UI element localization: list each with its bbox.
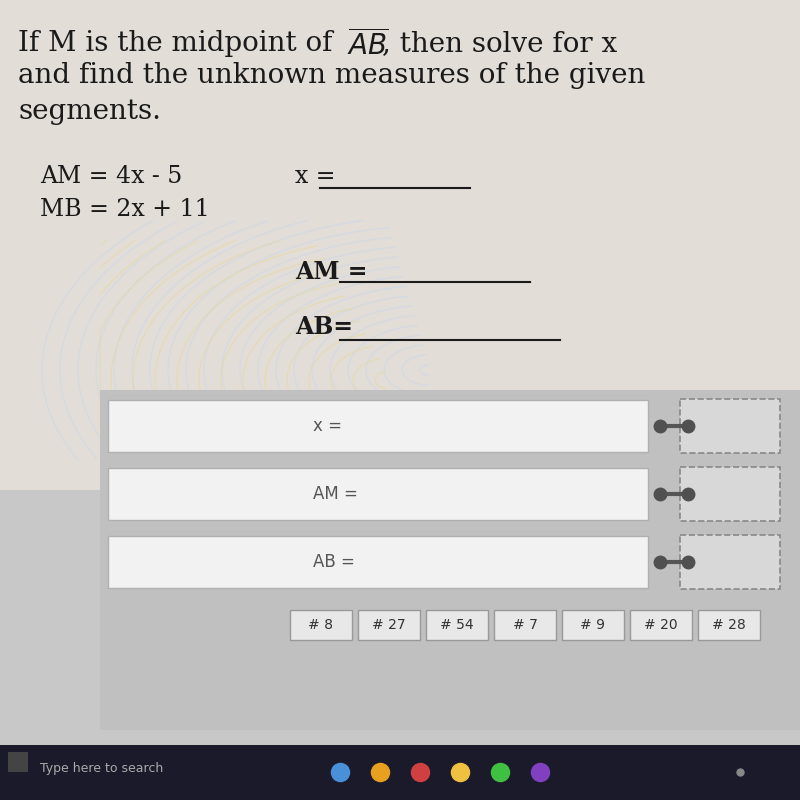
- Bar: [680, 535, 780, 589]
- Text: $\overline{AB}$: $\overline{AB}$: [347, 30, 389, 62]
- Bar: [494, 610, 556, 640]
- Bar: [680, 399, 780, 453]
- Bar: [108, 400, 648, 452]
- Bar: [698, 610, 760, 640]
- Bar: [426, 610, 488, 640]
- Text: AB =: AB =: [314, 553, 355, 571]
- Bar: [562, 610, 624, 640]
- Bar: [630, 610, 692, 640]
- Bar: [108, 536, 648, 588]
- Text: segments.: segments.: [18, 98, 161, 125]
- Text: # 7: # 7: [513, 618, 538, 632]
- Text: If M is the midpoint of: If M is the midpoint of: [18, 30, 342, 57]
- Text: # 27: # 27: [372, 618, 406, 632]
- Text: AM = 4x - 5: AM = 4x - 5: [40, 165, 182, 188]
- Text: Type here to search: Type here to search: [40, 762, 163, 775]
- Text: x =: x =: [314, 417, 342, 435]
- Bar: [8, 752, 28, 772]
- Text: and find the unknown measures of the given: and find the unknown measures of the giv…: [18, 62, 646, 89]
- Bar: [100, 390, 800, 730]
- Text: # 8: # 8: [309, 618, 334, 632]
- Bar: [680, 467, 780, 521]
- Bar: [108, 468, 648, 520]
- Text: AB=: AB=: [295, 315, 353, 339]
- Text: x =: x =: [295, 165, 343, 188]
- Text: # 28: # 28: [712, 618, 746, 632]
- Text: , then solve for x: , then solve for x: [382, 30, 618, 57]
- Text: # 20: # 20: [644, 618, 678, 632]
- Bar: [358, 610, 420, 640]
- Text: AM =: AM =: [295, 260, 376, 284]
- Text: AM =: AM =: [314, 485, 358, 503]
- Bar: [290, 610, 352, 640]
- Bar: [0, 0, 800, 490]
- Text: MB = 2x + 11: MB = 2x + 11: [40, 198, 210, 221]
- Bar: [0, 745, 800, 800]
- Text: # 9: # 9: [581, 618, 606, 632]
- Text: # 54: # 54: [440, 618, 474, 632]
